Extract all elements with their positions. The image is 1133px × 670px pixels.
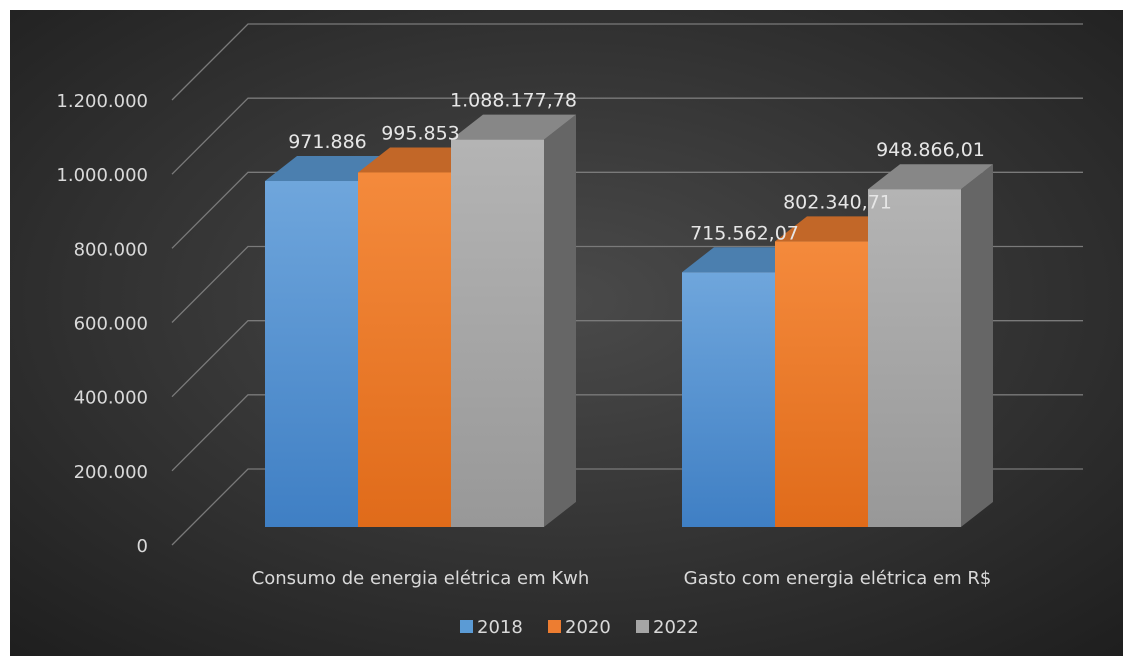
y-tick-label: 400.000 (74, 388, 148, 409)
bar (775, 241, 868, 528)
y-tick-label: 800.000 (74, 239, 148, 260)
data-label: 1.088.177,78 (450, 90, 577, 112)
category-label: Consumo de energia elétrica em Kwh (252, 568, 590, 589)
data-label: 802.340,71 (783, 191, 892, 213)
y-tick-label: 600.000 (74, 314, 148, 335)
category-label: Gasto com energia elétrica em R$ (684, 568, 992, 589)
bar-top (451, 114, 576, 140)
legend-label: 2018 (477, 617, 523, 638)
y-tick-label: 1.200.000 (56, 91, 148, 112)
bar (868, 189, 961, 527)
data-label: 995.853 (381, 122, 460, 144)
legend-label: 2020 (565, 617, 611, 638)
y-tick-label: 200.000 (74, 462, 148, 483)
bar-top (868, 164, 993, 190)
legend-swatch (636, 620, 649, 633)
bar (451, 139, 544, 527)
bar (265, 181, 358, 527)
y-tick-label: 1.000.000 (56, 165, 148, 186)
legend-swatch (460, 620, 473, 633)
bar (358, 172, 451, 528)
gridline (171, 171, 1083, 249)
bar (682, 272, 775, 527)
legend-label: 2022 (653, 617, 699, 638)
y-tick-label: 0 (137, 536, 148, 557)
data-label: 971.886 (288, 131, 367, 153)
bar-side (544, 114, 576, 528)
gridline (171, 97, 1083, 175)
data-label: 715.562,07 (690, 222, 799, 244)
legend-swatch (548, 620, 561, 633)
gridline (171, 23, 1083, 101)
bar-side (961, 164, 993, 527)
data-label: 948.866,01 (876, 139, 985, 161)
